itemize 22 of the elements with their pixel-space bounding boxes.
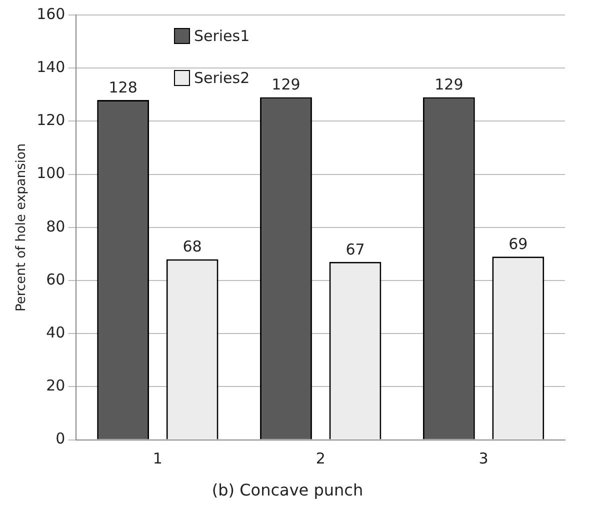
x-tick-label: 2 [316,450,326,468]
y-axis-title: Percent of hole expansion [14,143,30,312]
data-label: 128 [108,78,138,96]
data-label: 69 [508,234,528,253]
y-tick-label: 60 [46,270,66,288]
legend-label: Series2 [194,69,250,87]
data-label: 67 [346,240,365,258]
y-tick-label: 160 [36,4,66,23]
y-tick-label: 40 [46,323,66,342]
y-tick-label: 140 [36,58,66,76]
x-tick-label: 3 [478,450,488,468]
y-tick-label: 120 [36,111,66,130]
y-tick-label: 20 [46,376,66,395]
y-tick-label: 0 [56,430,66,448]
y-tick-label: 80 [46,217,66,236]
legend-label: Series1 [194,27,250,45]
data-label: 129 [272,76,300,94]
data-label: 68 [182,238,202,256]
x-tick-label: 1 [152,450,162,468]
y-tick-label: 100 [36,164,66,182]
text: (b) Concave punch [212,480,364,500]
data-label: 129 [434,76,464,94]
